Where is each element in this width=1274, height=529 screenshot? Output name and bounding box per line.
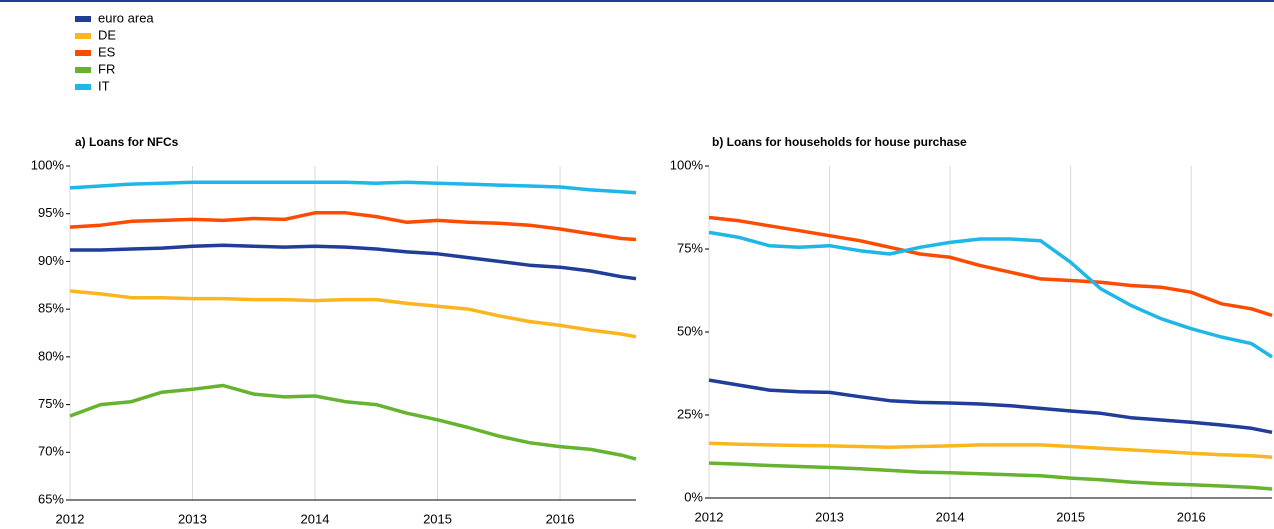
x-tick-label: 2015 <box>423 511 452 526</box>
series-line <box>69 211 637 242</box>
x-tick-label: 2014 <box>301 511 330 526</box>
x-tick-label: 2013 <box>815 509 844 524</box>
series-line <box>69 289 637 339</box>
y-tick-label: 80% <box>38 348 64 363</box>
y-tick-label: 85% <box>38 301 64 316</box>
series-line <box>69 383 637 461</box>
legend-swatch <box>75 50 91 56</box>
y-tick-label: 25% <box>677 406 703 421</box>
y-tick-label: 75% <box>38 396 64 411</box>
x-tick-label: 2014 <box>936 509 965 524</box>
legend-swatch <box>75 33 91 39</box>
x-tick-label: 2013 <box>178 511 207 526</box>
legend-label: DE <box>98 27 116 42</box>
legend-label: FR <box>98 61 115 76</box>
x-tick-label: 2012 <box>695 509 724 524</box>
y-tick-label: 100% <box>31 157 65 172</box>
series-line <box>708 215 1273 318</box>
chart-title: a) Loans for NFCs <box>75 135 179 149</box>
legend-swatch <box>75 16 91 22</box>
series-line <box>708 378 1273 435</box>
y-tick-label: 100% <box>670 157 704 172</box>
y-tick-label: 50% <box>677 323 703 338</box>
legend-label: ES <box>98 44 116 59</box>
series-line <box>708 441 1273 459</box>
x-tick-label: 2015 <box>1056 509 1085 524</box>
series-line <box>69 180 637 195</box>
series-line <box>708 230 1273 359</box>
series-line <box>70 243 637 281</box>
y-tick-label: 95% <box>38 205 64 220</box>
y-tick-label: 0% <box>684 489 703 504</box>
legend-label: IT <box>98 78 110 93</box>
x-tick-label: 2016 <box>1177 509 1206 524</box>
x-tick-label: 2012 <box>56 511 85 526</box>
y-tick-label: 75% <box>677 240 703 255</box>
legend-swatch <box>75 84 91 90</box>
y-tick-label: 65% <box>38 491 64 506</box>
chart-title: b) Loans for households for house purcha… <box>712 135 967 149</box>
series-line <box>708 461 1273 491</box>
x-tick-label: 2016 <box>546 511 575 526</box>
legend-label: euro area <box>98 10 154 25</box>
y-tick-label: 90% <box>38 253 64 268</box>
legend-swatch <box>75 67 91 73</box>
y-tick-label: 70% <box>38 444 64 459</box>
